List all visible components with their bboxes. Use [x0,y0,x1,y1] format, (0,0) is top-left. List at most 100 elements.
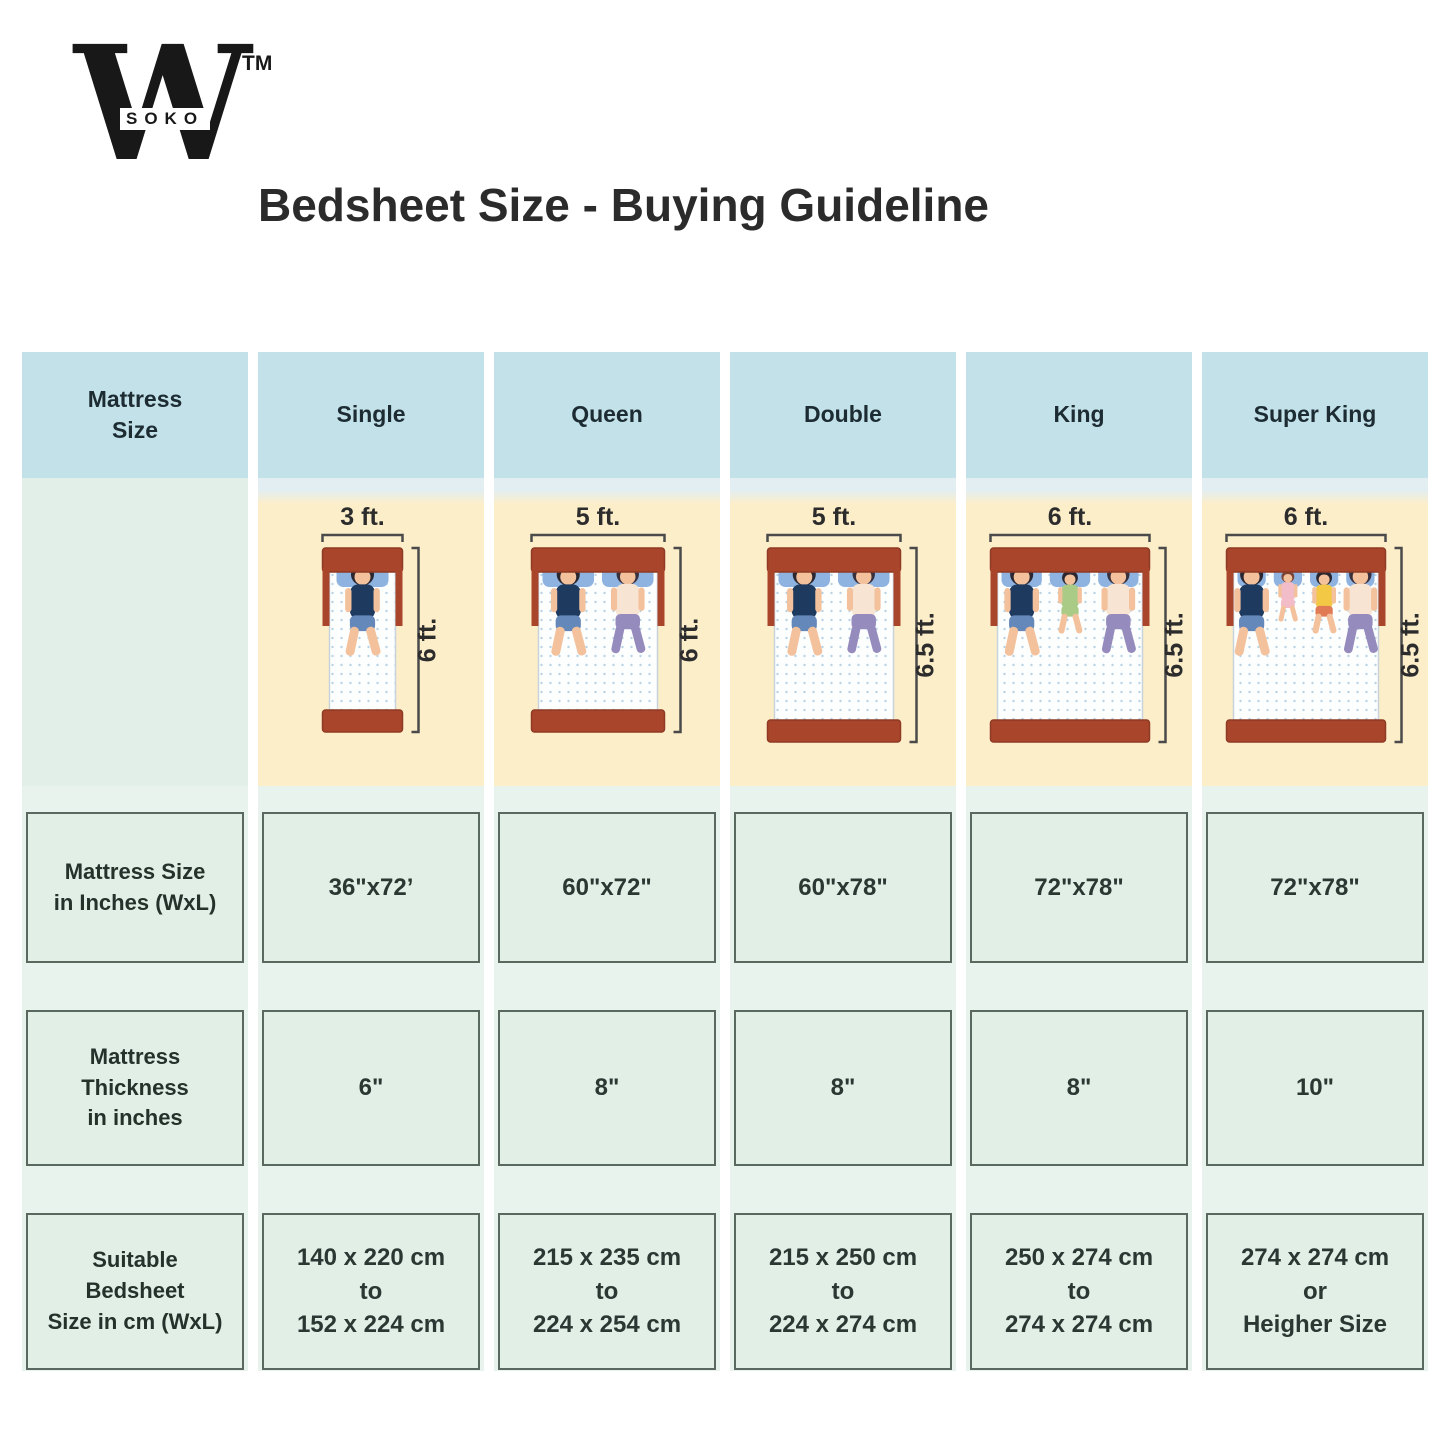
column-lower: 72"x78" 8" 250 x 274 cm to 274 x 274 cm [966,786,1192,1371]
mattress-inches-value: 36"x72’ [262,812,480,963]
headboard-left-post [990,568,998,626]
length-dimension-label: 6.5 ft. [1161,612,1189,677]
sleeper-figure [550,563,587,656]
bed-top-view-illustration: 6 ft. 6.5 ft. [966,478,1192,786]
logo-soko-text: SOKO [120,108,211,130]
width-dimension-label: 6 ft. [1048,503,1092,531]
column-header: Single [258,352,484,478]
column-header: Super King [1202,352,1428,478]
headboard [1225,547,1387,573]
brand-logo: W SOKO TM [74,26,294,196]
headboard-right-post [395,568,403,626]
size-column-queen: Queen 5 ft. 6 ft. 60"x72" 8" 215 x 235 cm… [494,352,720,1371]
row-label-mattress-thickness: Mattress Thickness in inches [26,1010,244,1166]
mattress-inches-value: 60"x72" [498,812,716,963]
bed-diagram: 5 ft. 6.5 ft. [766,503,940,744]
mattress-thickness-value: 8" [970,1010,1188,1166]
logo-w-letter: W [74,12,251,197]
label-column-lower: Mattress Size in Inches (WxL) Mattress T… [22,786,248,1371]
corner-header: Mattress Size [22,352,248,478]
column-lower: 60"x78" 8" 215 x 250 cm to 224 x 274 cm [730,786,956,1371]
headboard-right-post [893,568,901,626]
bedsheet-size-value: 274 x 274 cm or Heigher Size [1206,1213,1424,1370]
size-column-single: Single 3 ft. 6 ft. 36"x72’ 6" 140 x 220 c… [258,352,484,1371]
bed-diagram: 5 ft. 6 ft. [530,503,704,734]
size-column-super-king: Super King [1202,352,1428,1371]
row-label-mattress-inches: Mattress Size in Inches (WxL) [26,812,244,963]
length-bracket [673,546,682,734]
bed-top-view-illustration: 3 ft. 6 ft. [258,478,484,786]
sleeper-figure [1278,570,1298,622]
mattress-thickness-value: 8" [734,1010,952,1166]
bedsheet-size-value: 140 x 220 cm to 152 x 224 cm [262,1213,480,1370]
bedsheet-size-value: 250 x 274 cm to 274 x 274 cm [970,1213,1188,1370]
length-dimension-label: 6 ft. [414,618,442,662]
bed-diagram: 6 ft. 6.5 ft. [1225,503,1425,744]
sleeper-figure [1312,570,1337,634]
bedsheet-size-value: 215 x 235 cm to 224 x 254 cm [498,1213,716,1370]
width-bracket [766,533,902,542]
headboard [989,547,1151,573]
footboard [1225,719,1387,743]
column-header: Queen [494,352,720,478]
column-lower: 36"x72’ 6" 140 x 220 cm to 152 x 224 cm [258,786,484,1371]
headboard [766,547,902,573]
length-bracket [909,546,918,744]
footboard [321,709,404,733]
width-bracket [1225,533,1387,542]
column-header: King [966,352,1192,478]
headboard [530,547,666,573]
mattress-inches-value: 72"x78" [1206,812,1424,963]
length-bracket [411,546,420,734]
column-header: Double [730,352,956,478]
headboard [321,547,404,573]
headboard-left-post [531,568,539,626]
column-lower: 60"x72" 8" 215 x 235 cm to 224 x 254 cm [494,786,720,1371]
mattress-thickness-value: 8" [498,1010,716,1166]
width-bracket [530,533,666,542]
bed-top-view-illustration: 5 ft. 6 ft. [494,478,720,786]
headboard-right-post [657,568,665,626]
headboard-right-post [1142,568,1150,626]
sleeper-figure [1234,563,1270,656]
length-dimension-label: 6 ft. [676,618,704,662]
mattress-thickness-value: 10" [1206,1010,1424,1166]
bed-diagram: 3 ft. 6 ft. [321,503,442,734]
row-label-column: Mattress Size Mattress Size in Inches (W… [22,352,248,1371]
row-label-bedsheet-size: Suitable Bedsheet Size in cm (WxL) [26,1213,244,1370]
length-dimension-label: 6.5 ft. [912,612,940,677]
trademark-symbol: TM [242,52,273,75]
footboard [989,719,1151,743]
label-column-spacer [22,478,248,786]
size-guide-table: Mattress Size Mattress Size in Inches (W… [0,352,1445,1372]
footboard [766,719,902,743]
width-bracket [321,533,404,542]
headboard-left-post [1226,568,1234,626]
width-dimension-label: 3 ft. [340,503,384,531]
length-bracket [1394,546,1403,744]
width-dimension-label: 5 ft. [812,503,856,531]
length-dimension-label: 6.5 ft. [1397,612,1425,677]
size-column-king: King 6 ft. 6.5 ft. 72"x78" [966,352,1192,1371]
column-lower: 72"x78" 10" 274 x 274 cm or Heigher Size [1202,786,1428,1371]
headboard-right-post [1378,568,1386,626]
footboard [530,709,666,733]
length-bracket [1158,546,1167,744]
bed-top-view-illustration: 5 ft. 6.5 ft. [730,478,956,786]
headboard-left-post [767,568,775,626]
size-column-double: Double 5 ft. 6.5 ft. 60"x78" 8" 215 x 250… [730,352,956,1371]
mattress-inches-value: 72"x78" [970,812,1188,963]
bed-top-view-illustration: 6 ft. 6.5 ft. [1202,478,1428,786]
width-bracket [989,533,1151,542]
headboard-left-post [322,568,330,626]
sleeper-figure [1343,563,1378,654]
page-title: Bedsheet Size - Buying Guideline [258,179,990,231]
mattress-thickness-value: 6" [262,1010,480,1166]
bed-diagram: 6 ft. 6.5 ft. [989,503,1189,744]
sleeper-figure [1058,570,1083,634]
mattress-inches-value: 60"x78" [734,812,952,963]
width-dimension-label: 6 ft. [1284,503,1328,531]
width-dimension-label: 5 ft. [576,503,620,531]
bedsheet-size-value: 215 x 250 cm to 224 x 274 cm [734,1213,952,1370]
